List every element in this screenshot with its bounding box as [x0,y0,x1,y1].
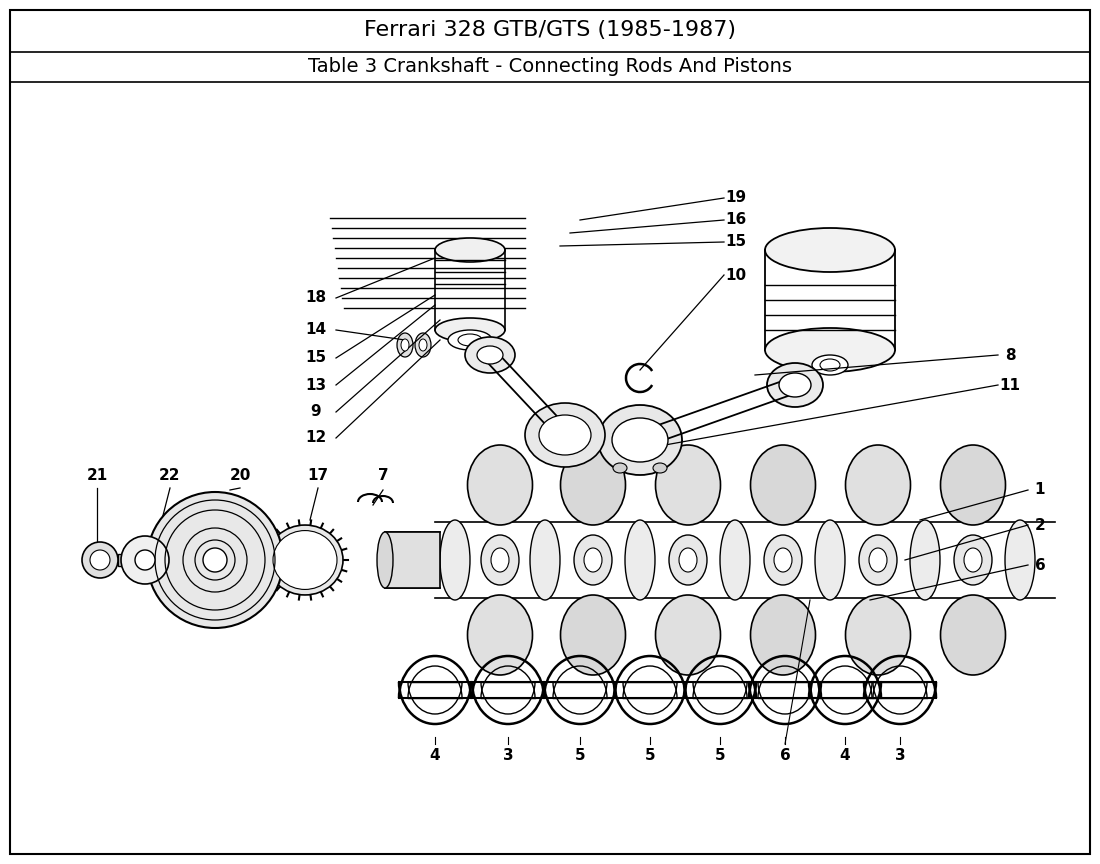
Ellipse shape [434,318,505,342]
Ellipse shape [764,228,895,272]
Ellipse shape [625,520,654,600]
Ellipse shape [750,445,815,525]
Text: 12: 12 [306,430,327,446]
Text: 5: 5 [645,748,656,764]
Ellipse shape [477,346,503,364]
Ellipse shape [846,445,911,525]
Text: 3: 3 [894,748,905,764]
Text: 8: 8 [1004,347,1015,363]
Text: Ferrari 328 GTB/GTS (1985-1987): Ferrari 328 GTB/GTS (1985-1987) [364,20,736,40]
Ellipse shape [448,330,492,350]
Text: 4: 4 [430,748,440,764]
Ellipse shape [458,334,482,346]
Ellipse shape [820,359,840,371]
Text: 18: 18 [306,290,327,306]
Ellipse shape [440,520,470,600]
Ellipse shape [377,532,393,588]
Ellipse shape [267,525,343,595]
Text: 16: 16 [725,213,747,227]
Ellipse shape [135,550,155,570]
Text: 4: 4 [839,748,850,764]
Ellipse shape [465,337,515,373]
Text: 1: 1 [1035,482,1045,498]
Ellipse shape [598,405,682,475]
Text: 6: 6 [780,748,791,764]
Ellipse shape [774,548,792,572]
Ellipse shape [561,445,626,525]
Bar [268,538,308,582]
Text: 7: 7 [377,467,388,482]
Text: 22: 22 [160,467,180,482]
Ellipse shape [815,520,845,600]
Ellipse shape [273,530,337,589]
Ellipse shape [584,548,602,572]
Ellipse shape [90,550,110,570]
Text: 19: 19 [725,190,747,206]
Ellipse shape [530,520,560,600]
Ellipse shape [539,415,591,455]
Ellipse shape [82,542,118,578]
Ellipse shape [561,595,626,675]
Ellipse shape [764,535,802,585]
Ellipse shape [147,492,283,628]
Ellipse shape [1005,520,1035,600]
Text: 17: 17 [307,467,329,482]
Ellipse shape [720,520,750,600]
Ellipse shape [750,595,815,675]
Ellipse shape [419,339,427,351]
Ellipse shape [940,445,1005,525]
Ellipse shape [397,333,412,357]
Text: 13: 13 [306,378,327,392]
Ellipse shape [491,548,509,572]
Ellipse shape [954,535,992,585]
Ellipse shape [679,548,697,572]
Ellipse shape [121,536,169,584]
Text: 15: 15 [306,351,327,365]
Ellipse shape [468,445,532,525]
Ellipse shape [656,595,721,675]
Text: 3: 3 [503,748,514,764]
Text: 10: 10 [725,268,747,283]
Ellipse shape [612,418,668,462]
Ellipse shape [204,548,227,572]
Text: 6: 6 [1035,557,1045,573]
Ellipse shape [812,355,848,375]
Text: 11: 11 [1000,378,1021,392]
Ellipse shape [846,595,911,675]
Ellipse shape [779,373,811,397]
Ellipse shape [910,520,940,600]
Ellipse shape [613,463,627,473]
Bar [118,554,148,566]
Ellipse shape [525,403,605,467]
Text: 2: 2 [1035,518,1045,532]
Ellipse shape [574,535,612,585]
Text: 20: 20 [229,467,251,482]
Ellipse shape [402,339,409,351]
Ellipse shape [964,548,982,572]
Ellipse shape [764,328,895,372]
Ellipse shape [415,333,431,357]
Text: 21: 21 [87,467,108,482]
Ellipse shape [859,535,896,585]
Ellipse shape [669,535,707,585]
Ellipse shape [468,595,532,675]
Bar [385,532,440,588]
Ellipse shape [869,548,887,572]
Ellipse shape [434,238,505,262]
Text: 5: 5 [574,748,585,764]
Ellipse shape [940,595,1005,675]
Ellipse shape [656,445,721,525]
Text: 14: 14 [306,322,327,338]
Ellipse shape [481,535,519,585]
Ellipse shape [767,363,823,407]
Text: 9: 9 [310,404,321,420]
Text: 5: 5 [715,748,725,764]
Text: 15: 15 [725,234,747,250]
Text: Table 3 Crankshaft - Connecting Rods And Pistons: Table 3 Crankshaft - Connecting Rods And… [308,58,792,77]
Ellipse shape [653,463,667,473]
